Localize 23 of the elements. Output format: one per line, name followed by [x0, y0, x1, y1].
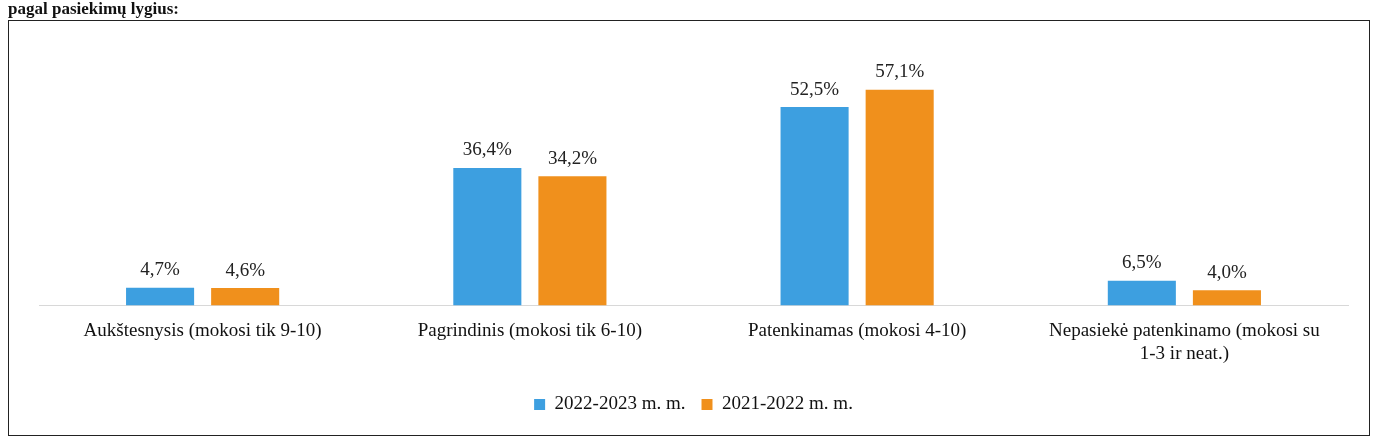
x-tick-label: Patenkinamas (mokosi 4-10) [747, 318, 967, 341]
data-label: 6,5% [1122, 251, 1162, 273]
data-label: 34,2% [547, 146, 598, 168]
data-label: 57,1% [875, 60, 925, 82]
x-tick-label: Pagrindinis (mokosi tik 6-10) [417, 318, 643, 341]
x-tick-label: Nepasiekė patenkinamo (mokosi su 1-3 ir neat.) [1049, 318, 1321, 364]
bar [538, 176, 607, 306]
data-label: 4,0% [1207, 260, 1247, 282]
legend-label: 2021-2022 m. m. [722, 392, 853, 414]
data-label: 36,4% [462, 138, 513, 160]
data-label: 4,7% [140, 258, 181, 280]
x-tick-label: Aukštesnysis (mokosi tik 9-10) [83, 318, 322, 341]
bar [865, 89, 934, 306]
data-label: 52,5% [790, 77, 840, 99]
data-label: 4,6% [225, 258, 266, 280]
bar [780, 107, 849, 306]
chart-title: pagal pasiekimų lygius: [8, 0, 179, 18]
bar [1192, 290, 1261, 306]
bar [1107, 280, 1176, 306]
legend-label: 2022-2023 m. m. [554, 392, 686, 414]
bar [453, 167, 522, 306]
bar [211, 288, 280, 306]
bar [126, 287, 195, 306]
